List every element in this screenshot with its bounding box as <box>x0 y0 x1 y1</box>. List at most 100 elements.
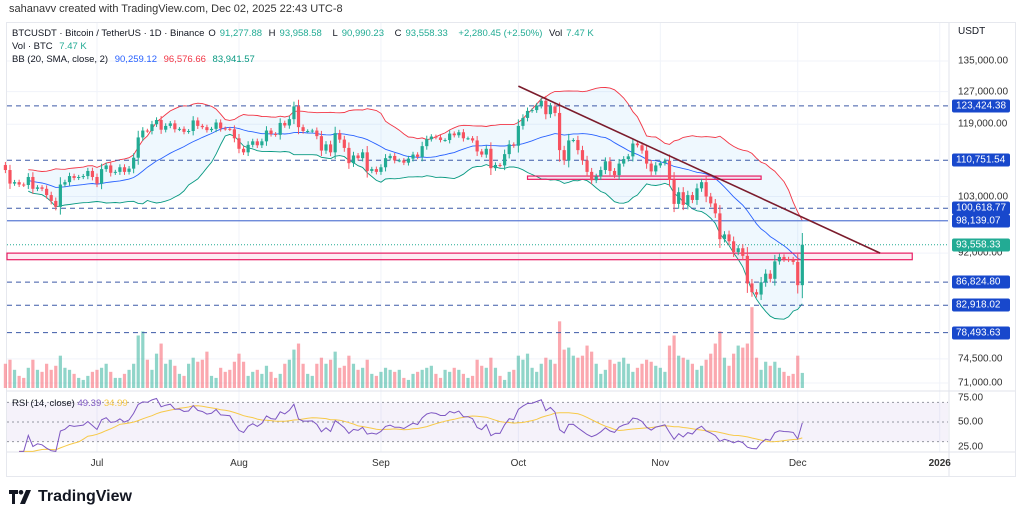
volume-bar <box>393 371 397 388</box>
volume-bar <box>237 353 241 388</box>
candle-body <box>251 141 255 145</box>
volume-bar <box>49 369 53 388</box>
volume-bar <box>782 371 786 388</box>
rsi-tick-label: 50.00 <box>958 416 984 428</box>
candle-body <box>173 123 177 130</box>
candle-body <box>567 140 571 161</box>
candle-body <box>3 165 7 171</box>
volume-bar <box>35 369 40 388</box>
volume-bar <box>260 373 264 388</box>
candle-body <box>773 261 777 279</box>
volume-bar <box>786 375 791 388</box>
candle-body <box>402 160 406 163</box>
volume-bar <box>287 359 291 388</box>
volume-bar <box>525 353 530 388</box>
volume-bar <box>617 361 621 388</box>
candle-body <box>200 125 204 128</box>
currency-label[interactable]: USDT <box>958 26 986 37</box>
price-level-badge[interactable]: 100,618.77 <box>952 201 1010 215</box>
candle-body <box>351 155 356 164</box>
rsi-ma-value: 34.99 <box>103 398 128 409</box>
candle-body <box>635 143 640 146</box>
candle-body <box>232 129 236 139</box>
price-level-badge[interactable]: 86,824.80 <box>952 275 1010 289</box>
volume-bar <box>99 367 104 388</box>
candle-body <box>672 179 676 204</box>
volume-bar <box>191 357 195 388</box>
candle-body <box>49 195 53 201</box>
candle-body <box>283 122 287 126</box>
candle-body <box>713 203 717 214</box>
candle-body <box>90 170 95 177</box>
bb-upper-value: 96,576.66 <box>163 54 206 65</box>
price-level-badge[interactable]: 82,918.02 <box>952 298 1010 312</box>
volume-bar <box>438 377 443 388</box>
volume-bar <box>77 377 81 388</box>
volume-bar <box>507 371 511 388</box>
high-value: 93,958.58 <box>279 28 322 39</box>
volume-bar <box>658 367 662 388</box>
symbol-title[interactable]: BTCUSDT · Bitcoin / TetherUS · 1D · Bina… <box>12 28 205 39</box>
volume-bar <box>127 369 131 388</box>
candle-body <box>333 133 337 153</box>
candle-body <box>26 176 30 186</box>
volume-bar <box>434 373 438 388</box>
volume-bar <box>741 347 745 388</box>
volume-bar <box>667 345 672 388</box>
candle-body <box>219 122 223 129</box>
price-tick-label: 119,000.00 <box>958 118 1008 130</box>
price-level-badge[interactable]: 123,424.38 <box>952 99 1010 113</box>
candle-body <box>736 248 740 253</box>
volume-bar <box>777 367 782 388</box>
volume-bar <box>406 379 411 388</box>
candle-body <box>214 122 218 129</box>
volume-bar <box>480 365 484 388</box>
candle-body <box>489 148 493 169</box>
volume-bar <box>425 367 429 388</box>
candle-body <box>438 137 443 141</box>
volume-bar <box>118 377 122 388</box>
candle-body <box>228 128 232 130</box>
candle-body <box>205 127 209 131</box>
volume-bar <box>498 375 502 388</box>
candle-body <box>86 170 90 177</box>
candle-body <box>571 140 575 142</box>
price-tick-label: 74,500.00 <box>958 353 1003 365</box>
candle-body <box>800 244 804 286</box>
brand-name: TradingView <box>38 488 132 505</box>
volume-bar <box>356 369 360 388</box>
volume-bar <box>136 335 140 388</box>
candle-body <box>503 154 507 166</box>
vol-label: Vol <box>549 28 563 39</box>
volume-bar <box>699 365 704 388</box>
candle-body <box>104 165 108 170</box>
tradingview-logo[interactable]: TradingView <box>9 488 132 506</box>
support-resistance-zone <box>526 175 762 180</box>
candle-body <box>22 184 26 186</box>
volume-bar <box>154 353 159 388</box>
rsi-legend-label[interactable]: RSI (14, close) <box>12 398 75 409</box>
candle-body <box>677 192 681 204</box>
volume-bar <box>324 363 328 388</box>
volume-bar <box>631 371 635 388</box>
candle-body <box>745 255 749 284</box>
price-level-badge[interactable]: 110,751.54 <box>952 153 1010 167</box>
volume-bar <box>228 369 232 388</box>
volume-bar <box>45 363 49 388</box>
bb-legend-label[interactable]: BB (20, SMA, close, 2) <box>12 54 109 65</box>
candle-body <box>319 136 324 151</box>
volume-bar <box>466 377 470 388</box>
volume-legend-label[interactable]: Vol · BTC <box>12 41 53 52</box>
candle-body <box>420 146 424 157</box>
volume-bar <box>141 331 145 388</box>
price-tick-label: 71,000.00 <box>958 377 1003 389</box>
trendline <box>518 85 881 254</box>
volume-bar <box>81 379 85 388</box>
candle-body <box>113 171 117 173</box>
volume-bar <box>338 367 342 388</box>
volume-bar <box>535 371 539 388</box>
price-level-badge[interactable]: 98,139.07 <box>952 214 1010 228</box>
price-level-badge[interactable]: 78,493.63 <box>952 326 1010 340</box>
volume-bar <box>768 365 772 388</box>
